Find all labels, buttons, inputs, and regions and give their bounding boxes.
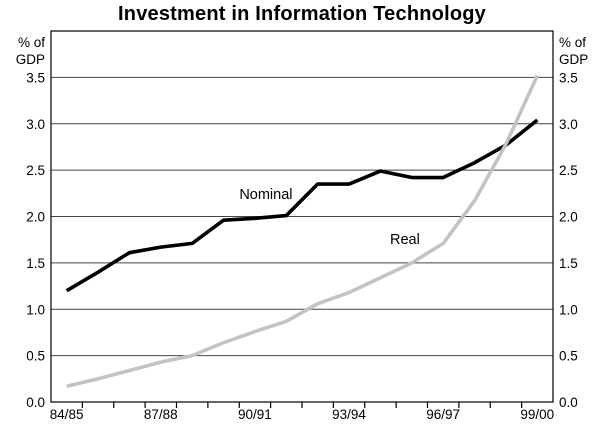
y-tick-label-left: 3.5 <box>26 70 45 85</box>
x-tick-label: 96/97 <box>426 407 460 422</box>
chart-title: Investment in Information Technology <box>118 3 486 25</box>
y-axis-unit-right: GDP <box>559 52 588 67</box>
y-tick-label-right: 2.0 <box>559 210 578 225</box>
y-tick-label-left: 2.0 <box>26 210 45 225</box>
y-tick-label-left: 0.5 <box>26 349 45 364</box>
y-axis-unit-left: % of <box>18 35 45 50</box>
series-label-real: Real <box>390 232 420 248</box>
y-tick-label-right: 3.0 <box>559 117 578 132</box>
y-axis-unit-right: % of <box>559 35 586 50</box>
y-tick-label-right: 3.5 <box>559 70 578 85</box>
x-tick-label: 87/88 <box>144 407 178 422</box>
x-tick-label: 84/85 <box>50 407 84 422</box>
y-tick-label-left: 3.0 <box>26 117 45 132</box>
y-axis-unit-left: GDP <box>16 52 45 67</box>
y-tick-label-right: 1.0 <box>559 302 578 317</box>
y-tick-label-right: 0.5 <box>559 349 578 364</box>
y-tick-label-left: 2.5 <box>26 163 45 178</box>
y-tick-label-right: 2.5 <box>559 163 578 178</box>
series-label-nominal: Nominal <box>239 187 292 203</box>
x-tick-label: 99/00 <box>520 407 554 422</box>
y-tick-label-left: 0.0 <box>26 395 45 410</box>
y-tick-label-right: 0.0 <box>559 395 578 410</box>
real-line <box>66 74 539 388</box>
y-tick-label-left: 1.0 <box>26 302 45 317</box>
x-tick-label: 90/91 <box>238 407 272 422</box>
y-tick-label-left: 1.5 <box>26 256 45 271</box>
y-tick-label-right: 1.5 <box>559 256 578 271</box>
nominal-line <box>65 118 539 293</box>
x-tick-label: 93/94 <box>332 407 366 422</box>
